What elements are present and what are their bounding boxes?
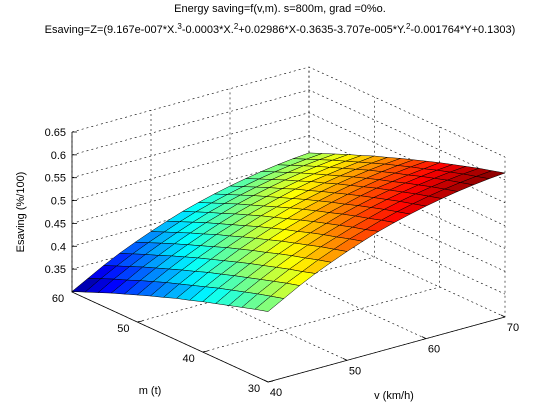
z-tick-label: 0.5 — [51, 196, 66, 208]
subtitle-part: -0.001764*Y+0.1303) — [410, 24, 515, 36]
surface-patch — [254, 295, 285, 312]
grid-line — [71, 135, 506, 226]
z-tick-label: 0.6 — [51, 150, 66, 162]
subtitle-part: 2 — [234, 22, 239, 31]
z-tick-label: 0.65 — [45, 127, 66, 139]
axis-line — [71, 132, 506, 383]
z-tick-label: 0.35 — [45, 264, 66, 276]
y-tick-label: 40 — [183, 353, 195, 365]
y-axis-label: m (t) — [139, 385, 162, 397]
z-tick-label: 0.4 — [51, 241, 66, 253]
subtitle-part: -0.0003*X. — [182, 24, 234, 36]
subtitle-part: +0.02986*X-0.3635-3.707e-005*Y. — [238, 24, 406, 36]
tick-mark — [202, 350, 208, 353]
z-tick-label: 0.55 — [45, 173, 66, 185]
y-tick-label: 30 — [248, 383, 260, 395]
chart-subtitle: Esaving=Z=(9.167e-007*X.3-0.0003*X.2+0.0… — [45, 22, 516, 37]
subtitle-part: 3 — [177, 22, 182, 31]
z-tick-label: 0.45 — [45, 218, 66, 230]
chart-title: Energy saving=f(v,m). s=800m, grad =0%o. — [174, 3, 386, 15]
tick-mark — [421, 336, 427, 340]
tick-mark — [267, 380, 274, 383]
y-tick-label: 60 — [52, 293, 64, 305]
x-tick-label: 70 — [507, 322, 519, 334]
y-tick-label: 50 — [117, 323, 129, 335]
grid-line — [71, 89, 506, 181]
z-axis-label: Esaving (%/100) — [15, 172, 27, 253]
x-tick-label: 40 — [270, 387, 282, 399]
tick-mark — [263, 379, 269, 383]
grid-line — [202, 127, 441, 353]
x-axis-label: v (km/h) — [374, 390, 414, 402]
tick-mark — [500, 314, 506, 318]
subtitle-part: Esaving=Z=(9.167e-007*X. — [45, 24, 178, 36]
tick-mark — [342, 357, 348, 361]
x-tick-label: 50 — [349, 365, 361, 377]
x-tick-label: 60 — [428, 344, 440, 356]
tick-mark — [137, 320, 143, 323]
subtitle-part: 2 — [406, 22, 411, 31]
